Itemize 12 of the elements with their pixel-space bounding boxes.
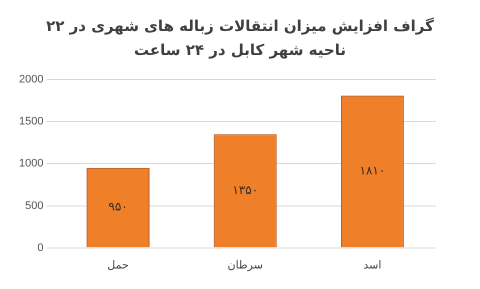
- y-tick-label: 500: [25, 200, 44, 212]
- y-tick-label: 2000: [18, 74, 44, 86]
- chart-title: گراف افزایش میزان انتقالات زباله های شهری در ۲۲ ناحیه شهر کابل در ۲۴ ساعت: [45, 16, 435, 61]
- y-tick-label: 0: [37, 242, 44, 254]
- x-tick-label: اسد: [363, 258, 382, 272]
- data-label: ۱۸۱۰: [360, 164, 386, 178]
- x-tick-label: سرطان: [227, 258, 263, 272]
- x-tick-label: حمل: [107, 258, 129, 272]
- y-tick-label: 1000: [18, 158, 44, 170]
- y-tick-label: 1500: [18, 116, 44, 128]
- data-label: ۱۳۵۰: [232, 182, 258, 197]
- data-label: ۹۵۰: [108, 200, 128, 214]
